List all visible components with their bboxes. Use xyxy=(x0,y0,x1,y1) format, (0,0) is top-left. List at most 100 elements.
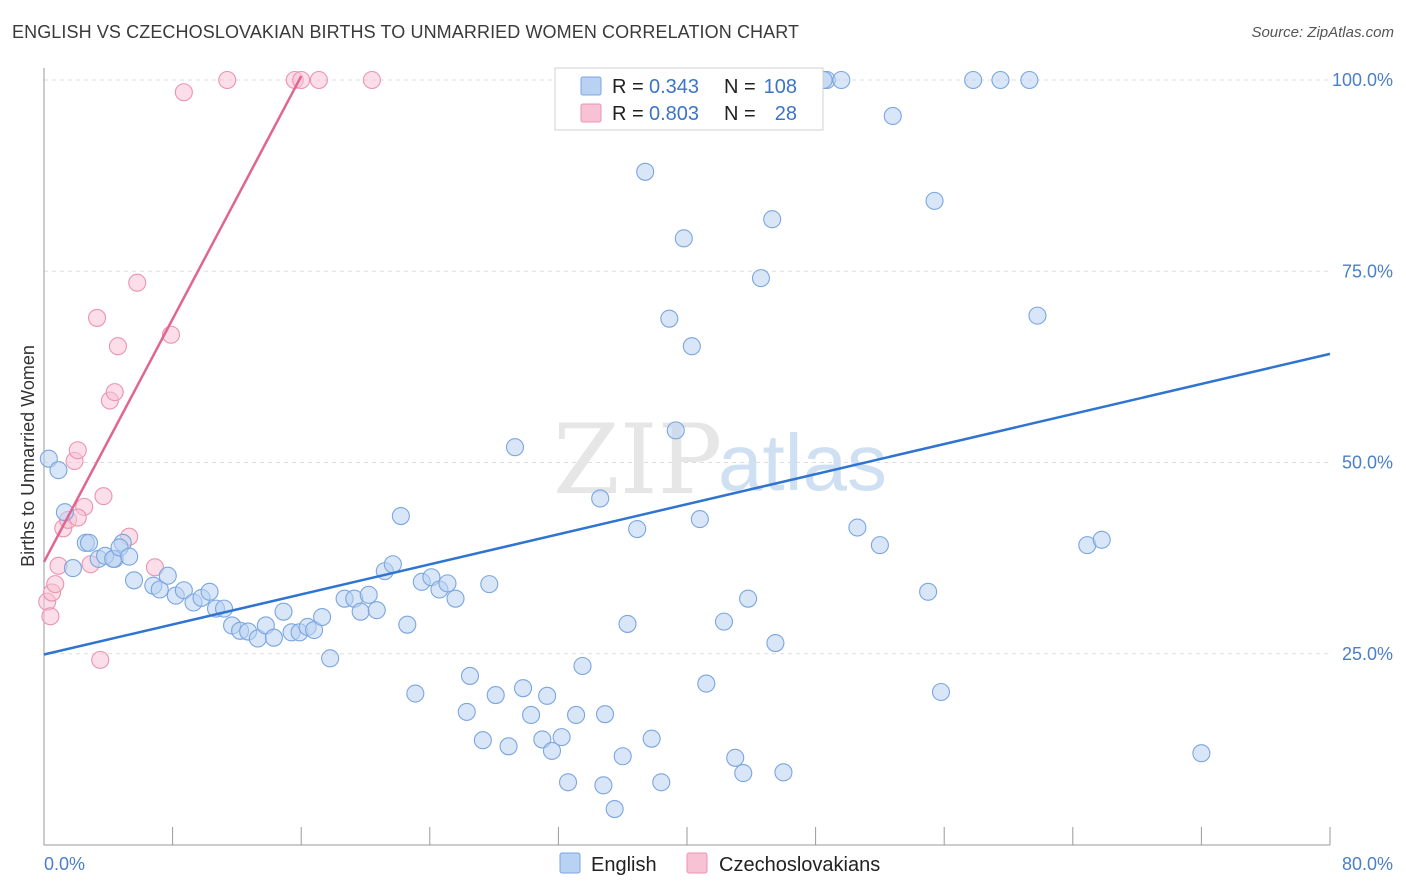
english-point-79 xyxy=(666,421,685,440)
english-point-67 xyxy=(573,656,592,676)
english-point-3 xyxy=(63,559,82,578)
english-point-105 xyxy=(1092,530,1111,549)
bottom-legend-swatch-english xyxy=(559,852,581,874)
english-point-30 xyxy=(274,602,293,621)
english-point-100 xyxy=(964,70,983,90)
czech-point-25 xyxy=(309,70,328,90)
legend-n-value-english: 108 xyxy=(764,76,797,98)
english-point-53 xyxy=(460,666,480,685)
bottom-legend: English Czechoslovakians xyxy=(559,852,880,876)
czech-point-3 xyxy=(46,575,65,594)
trend-lines xyxy=(42,75,1331,656)
english-point-86 xyxy=(734,764,753,783)
czech-point-26 xyxy=(362,70,381,90)
czech-point-18 xyxy=(128,273,147,292)
english-point-78 xyxy=(660,309,679,328)
x-ticks xyxy=(172,827,1331,845)
english-point-1 xyxy=(49,461,68,480)
czech-point-22 xyxy=(218,70,237,90)
english-point-82 xyxy=(690,510,709,529)
english-point-76 xyxy=(642,729,661,748)
english-point-73 xyxy=(618,614,637,633)
czech-point-13 xyxy=(94,487,113,506)
legend-r-label-czech: R = xyxy=(612,103,644,125)
english-point-50 xyxy=(438,574,457,593)
english-point-52 xyxy=(457,702,476,721)
english-point-84 xyxy=(714,612,734,631)
english-point-94 xyxy=(848,518,867,537)
legend-r-value-english: 0.343 xyxy=(649,76,699,98)
legend: R = 0.343 N = 108 R = 0.803 N = 28 xyxy=(554,67,824,131)
watermark: ZIP atlas xyxy=(553,404,887,516)
legend-n-label-czech: N = xyxy=(724,103,756,125)
english-point-80 xyxy=(674,229,693,248)
english-point-72 xyxy=(613,747,632,766)
english-point-12 xyxy=(120,547,139,566)
english-point-85 xyxy=(726,748,745,767)
bottom-legend-label-czech: Czechoslovakians xyxy=(719,854,880,876)
english-point-58 xyxy=(505,438,525,457)
czech-point-12 xyxy=(91,650,110,669)
english-point-5 xyxy=(79,533,99,552)
english-point-40 xyxy=(359,585,378,604)
english-point-39 xyxy=(351,602,370,621)
english-point-29 xyxy=(264,628,283,647)
english-point-46 xyxy=(406,684,425,703)
english-point-62 xyxy=(538,686,557,705)
english-point-90 xyxy=(766,633,785,653)
watermark-atlas: atlas xyxy=(718,418,887,507)
english-point-88 xyxy=(751,269,770,288)
legend-n-label-english: N = xyxy=(724,76,756,98)
y-tick-label-25: 25.0% xyxy=(1342,644,1393,664)
english-point-57 xyxy=(499,737,518,756)
source-label: Source: ZipAtlas.com xyxy=(1251,24,1394,41)
english-point-13 xyxy=(124,571,144,590)
bottom-legend-label-english: English xyxy=(591,854,657,876)
legend-r-value-czech: 0.803 xyxy=(649,103,699,125)
czech-point-11 xyxy=(87,308,107,327)
english-point-106 xyxy=(1192,744,1211,763)
english-point-43 xyxy=(383,555,402,574)
x-tick-label-max: 80.0% xyxy=(1342,854,1393,874)
english-point-15 xyxy=(150,580,169,599)
english-point-51 xyxy=(446,589,465,608)
bottom-legend-swatch-czech xyxy=(686,852,708,874)
english-point-95 xyxy=(870,536,889,555)
legend-swatch-english xyxy=(580,76,602,96)
english-point-93 xyxy=(832,70,851,90)
english-point-54 xyxy=(473,731,492,750)
english-point-97 xyxy=(919,582,938,601)
y-tick-label-75: 75.0% xyxy=(1342,261,1393,281)
english-point-71 xyxy=(605,799,624,819)
czech-trend-line xyxy=(42,75,303,563)
y-tick-labels: 25.0% 50.0% 75.0% 100.0% xyxy=(1332,70,1393,664)
legend-swatch-czech xyxy=(580,103,602,123)
english-point-59 xyxy=(513,679,533,698)
legend-n-value-czech: 28 xyxy=(775,103,797,125)
english-point-18 xyxy=(174,581,193,600)
czech-point-19 xyxy=(145,558,164,577)
english-point-21 xyxy=(200,582,219,601)
english-point-83 xyxy=(697,674,716,693)
english-trend-line xyxy=(43,352,1331,656)
english-point-98 xyxy=(925,191,944,210)
english-point-74 xyxy=(628,520,647,539)
english-point-60 xyxy=(522,705,541,725)
english-point-44 xyxy=(391,506,410,526)
english-point-96 xyxy=(883,106,902,126)
legend-r-label-english: R = xyxy=(612,76,644,98)
english-point-34 xyxy=(305,620,324,640)
english-point-70 xyxy=(594,776,613,795)
czech-point-21 xyxy=(174,83,193,102)
english-point-101 xyxy=(991,70,1010,90)
gridlines xyxy=(44,79,1330,655)
czech-point-15 xyxy=(105,383,124,402)
english-point-89 xyxy=(763,210,782,229)
english-point-55 xyxy=(480,575,499,594)
english-point-75 xyxy=(636,162,655,181)
y-tick-label-100: 100.0% xyxy=(1332,70,1393,90)
czech-point-1 xyxy=(41,607,60,626)
czech-point-8 xyxy=(68,441,87,460)
chart-title: ENGLISH VS CZECHOSLOVAKIAN BIRTHS TO UNM… xyxy=(12,22,800,42)
